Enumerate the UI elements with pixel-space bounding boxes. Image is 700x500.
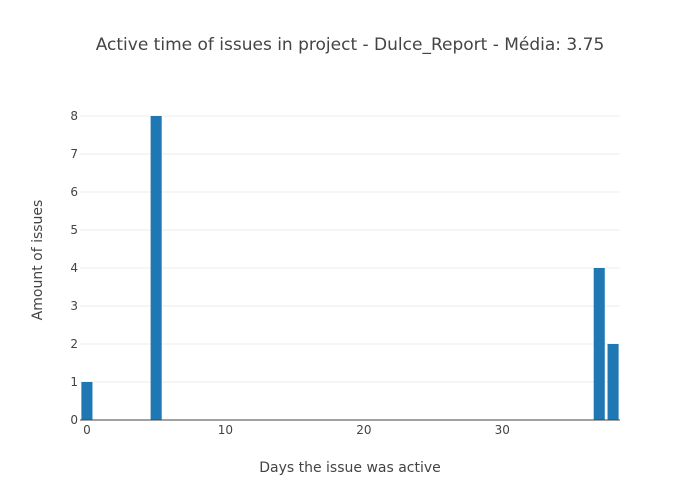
x-tick-label: 0 <box>83 423 91 437</box>
y-tick-label: 5 <box>70 223 78 237</box>
chart-title: Active time of issues in project - Dulce… <box>96 35 605 55</box>
y-tick-label: 4 <box>70 261 78 275</box>
y-tick-label: 6 <box>70 185 78 199</box>
x-tick-label: 30 <box>495 423 510 437</box>
bar-day-0 <box>81 382 93 420</box>
axis-layer: 0 1 2 3 4 5 6 7 8 0 10 20 30 <box>70 109 620 437</box>
grid-layer <box>80 115 620 383</box>
y-tick-label: 1 <box>70 375 78 389</box>
bar-day-37 <box>593 268 605 420</box>
y-tick-label: 0 <box>70 413 78 427</box>
y-axis-title: Amount of issues <box>30 200 46 321</box>
x-tick-label: 10 <box>218 423 233 437</box>
bar-day-38 <box>607 344 619 420</box>
y-tick-label: 3 <box>70 299 78 313</box>
bar-layer <box>81 116 619 420</box>
y-tick-label: 8 <box>70 109 78 123</box>
x-axis-title: Days the issue was active <box>259 460 441 476</box>
y-tick-label: 7 <box>70 147 78 161</box>
bar-day-5 <box>150 116 162 420</box>
y-tick-label: 2 <box>70 337 78 351</box>
x-tick-label: 20 <box>356 423 371 437</box>
